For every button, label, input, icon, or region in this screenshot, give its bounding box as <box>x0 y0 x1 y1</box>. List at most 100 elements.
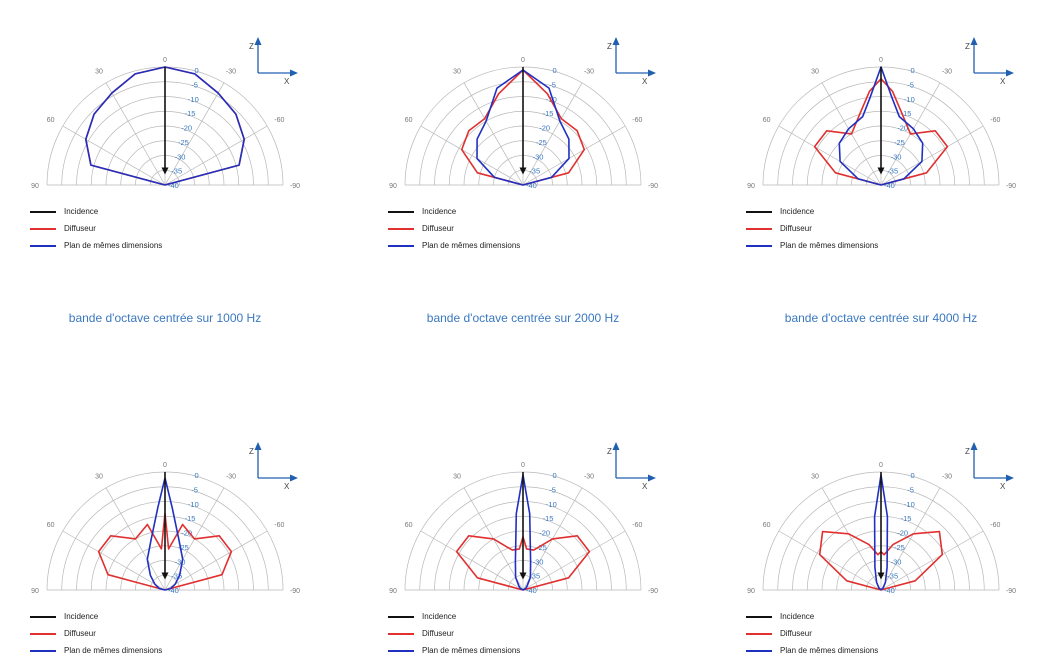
legend-entry: Incidence <box>388 608 688 625</box>
axis-z-label: Z <box>249 447 254 456</box>
angle-tick-label: -60 <box>274 117 284 124</box>
radial-tick-label: -35 <box>171 572 182 581</box>
angle-tick-label: 30 <box>95 69 103 76</box>
legend: Incidence Diffuseur Plan de mêmes dimensio… <box>388 203 688 254</box>
axis-x-label: X <box>1000 77 1006 86</box>
angle-tick-label: 60 <box>405 522 413 529</box>
grid-spoke <box>463 82 524 186</box>
legend-swatch <box>746 649 772 652</box>
axis-x-label: X <box>1000 482 1006 491</box>
incidence-arrow-head <box>877 167 885 175</box>
legend-entry: Plan de mêmes dimensions <box>388 642 688 659</box>
legend-swatch <box>746 227 772 230</box>
radial-tick-label: -10 <box>188 95 199 104</box>
radial-tick-label: 0 <box>195 471 199 480</box>
angle-tick-label: -30 <box>584 69 594 76</box>
legend-label: Plan de mêmes dimensions <box>780 646 879 655</box>
legend-entry: Plan de mêmes dimensions <box>388 237 688 254</box>
axes-inset-icon: ZX <box>607 442 656 491</box>
legend-entry: Incidence <box>388 203 688 220</box>
polar-panel-4: 0 30 -30 60 -60 90 -90 0 -5 -10 -15 -20 -25 -30 -35 -40… <box>0 430 330 660</box>
polar-panel-5: 0 30 -30 60 -60 90 -90 0 -5 -10 -15 -20 -25 -30 -35 -40… <box>358 430 688 660</box>
incidence-arrow-head <box>161 167 169 175</box>
angle-tick-label: 30 <box>453 69 461 76</box>
legend-swatch <box>388 210 414 213</box>
legend-swatch <box>388 632 414 635</box>
grid-spoke <box>522 82 583 186</box>
legend-label: Diffuseur <box>64 224 96 233</box>
grid-spoke <box>420 530 524 591</box>
legend-label: Diffuseur <box>422 224 454 233</box>
radial-tick-label: -30 <box>533 152 544 161</box>
legend-label: Incidence <box>780 612 815 621</box>
radial-tick-label: -15 <box>185 514 196 523</box>
grid-spoke <box>164 530 268 591</box>
radial-tick-label: -20 <box>897 529 908 538</box>
radial-tick-label: -35 <box>529 572 540 581</box>
grid-spoke <box>880 487 941 591</box>
angle-tick-label: 60 <box>405 117 413 124</box>
radial-tick-label: -5 <box>549 485 556 494</box>
radial-tick-label: -30 <box>533 557 544 566</box>
legend-label: Plan de mêmes dimensions <box>422 646 521 655</box>
angle-tick-label: -30 <box>226 474 236 481</box>
radial-tick-label: -20 <box>539 529 550 538</box>
caption-1000hz: bande d'octave centrée sur 1000 Hz <box>68 311 262 325</box>
legend-entry: Diffuseur <box>388 625 688 642</box>
incidence-arrow-head <box>519 572 527 580</box>
legend-entry: Diffuseur <box>30 625 330 642</box>
legend-label: Diffuseur <box>780 629 812 638</box>
legend-swatch <box>30 632 56 635</box>
legend-label: Diffuseur <box>64 629 96 638</box>
angle-tick-label: 0 <box>521 57 525 64</box>
axes-inset-icon: ZX <box>249 37 298 86</box>
legend: Incidence Diffuseur Plan de mêmes dimensio… <box>746 203 1046 254</box>
radial-tick-label: -5 <box>907 80 914 89</box>
radial-tick-label: -25 <box>178 138 189 147</box>
grid-spoke <box>880 530 984 591</box>
angle-tick-label: 90 <box>31 588 39 595</box>
radial-tick-label: -40 <box>526 586 537 595</box>
axis-z-label: Z <box>607 42 612 51</box>
legend: Incidence Diffuseur Plan de mêmes dimensio… <box>388 608 688 659</box>
angle-tick-label: 90 <box>747 183 755 190</box>
legend-entry: Plan de mêmes dimensions <box>746 237 1046 254</box>
legend-label: Incidence <box>64 612 99 621</box>
legend-entry: Diffuseur <box>746 220 1046 237</box>
angle-tick-label: 60 <box>763 117 771 124</box>
legend-entry: Diffuseur <box>746 625 1046 642</box>
legend-entry: Incidence <box>746 203 1046 220</box>
legend-label: Plan de mêmes dimensions <box>64 646 163 655</box>
legend-swatch <box>746 244 772 247</box>
legend-label: Incidence <box>422 207 457 216</box>
radial-tick-label: 0 <box>553 471 557 480</box>
radial-tick-label: 0 <box>911 66 915 75</box>
polar-panel-1: 0 30 -30 60 -60 90 -90 0 -5 -10 -15 -20 -25 -30 -35 -40… <box>0 25 330 255</box>
radial-tick-label: -10 <box>546 500 557 509</box>
legend-entry: Incidence <box>746 608 1046 625</box>
grid-spoke <box>105 82 166 186</box>
angle-tick-label: -90 <box>1006 183 1016 190</box>
radial-tick-label: -25 <box>894 138 905 147</box>
axis-z-label: Z <box>965 42 970 51</box>
axis-z-label: Z <box>249 42 254 51</box>
legend: Incidence Diffuseur Plan de mêmes dimensio… <box>30 608 330 659</box>
angle-tick-label: -60 <box>632 117 642 124</box>
legend-label: Incidence <box>780 207 815 216</box>
axis-x-label: X <box>642 482 648 491</box>
axes-inset-icon: ZX <box>965 37 1014 86</box>
radial-tick-label: -5 <box>907 485 914 494</box>
axes-inset-icon: ZX <box>607 37 656 86</box>
axis-x-label: X <box>284 77 290 86</box>
legend: Incidence Diffuseur Plan de mêmes dimensio… <box>30 203 330 254</box>
grid-spoke <box>778 125 882 186</box>
radial-tick-label: -25 <box>894 543 905 552</box>
grid-spoke <box>778 530 882 591</box>
radial-tick-label: -25 <box>178 543 189 552</box>
axes-inset-icon: ZX <box>965 442 1014 491</box>
